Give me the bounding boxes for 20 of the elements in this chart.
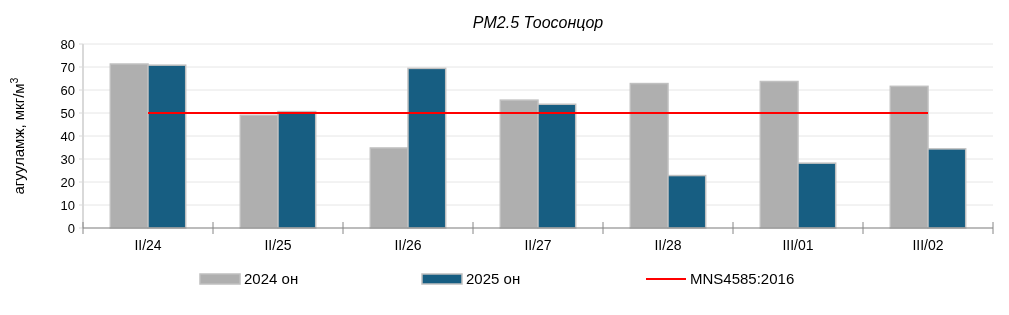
y-tick-label: 60 <box>60 82 75 98</box>
legend-label: 2024 он <box>244 270 299 288</box>
y-tick-label: 0 <box>67 220 75 236</box>
y-tick-label: 50 <box>60 105 75 121</box>
y-tick-label: 80 <box>60 36 75 52</box>
x-tick-label: III/01 <box>782 237 814 253</box>
legend-label: 2025 он <box>466 270 521 288</box>
y-tick-label: 30 <box>60 151 75 167</box>
y-tick-label: 70 <box>60 59 75 75</box>
x-tick-label: II/27 <box>524 237 552 253</box>
chart-title: PM2.5 Тоосонцор <box>472 14 604 31</box>
x-tick-label: II/26 <box>394 237 422 253</box>
x-tick-label: III/02 <box>912 237 944 253</box>
y-tick-label: 10 <box>60 197 75 213</box>
x-tick-label: II/28 <box>654 237 682 253</box>
y-tick-label: 20 <box>60 174 75 190</box>
legend-label: MNS4585:2016 <box>690 270 795 288</box>
y-tick-label: 40 <box>60 128 75 144</box>
x-tick-label: II/25 <box>264 237 292 253</box>
x-tick-label: II/24 <box>134 237 162 253</box>
